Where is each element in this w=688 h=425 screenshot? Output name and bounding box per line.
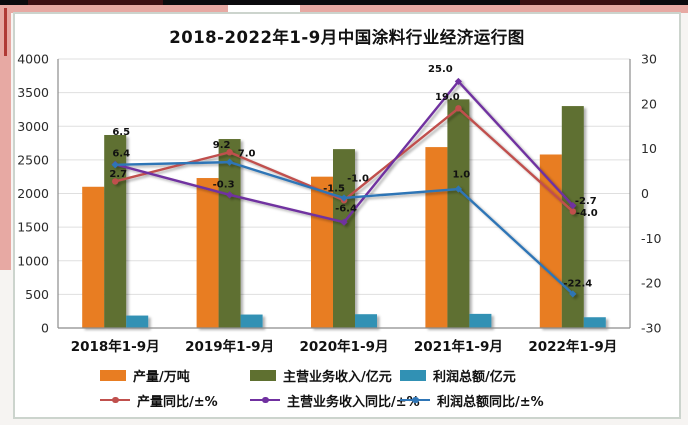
top-black-strip bbox=[0, 0, 688, 5]
profit-yoy-line-swatch bbox=[400, 395, 430, 406]
legend-label: 产量/万吨 bbox=[133, 369, 190, 385]
legend-item-profit: 利润总额/亿元 bbox=[400, 367, 516, 385]
pink-frame-top bbox=[0, 5, 688, 13]
top-accent-right bbox=[520, 0, 640, 5]
pink-frame-notch bbox=[228, 5, 300, 13]
legend-label: 利润总额/亿元 bbox=[433, 369, 516, 385]
legend-item-production: 产量/万吨 bbox=[100, 367, 190, 385]
top-accent-left bbox=[28, 0, 163, 5]
chart-card bbox=[13, 12, 681, 419]
chart-title: 2018-2022年1-9月中国涂料行业经济运行图 bbox=[169, 28, 525, 47]
legend-label: 主营业务收入同比/±% bbox=[287, 394, 420, 410]
legend-label: 主营业务收入/亿元 bbox=[283, 369, 392, 385]
legend-item-profit-yoy: 利润总额同比/±% bbox=[400, 392, 544, 410]
revenue-yoy-line-swatch bbox=[250, 395, 280, 406]
production-bar-swatch bbox=[100, 369, 126, 381]
production-yoy-line-swatch bbox=[100, 395, 130, 406]
legend-label: 利润总额同比/±% bbox=[437, 394, 544, 410]
legend-label: 产量同比/±% bbox=[137, 394, 218, 410]
revenue-bar-swatch bbox=[250, 369, 276, 381]
legend-item-revenue-yoy: 主营业务收入同比/±% bbox=[250, 392, 420, 410]
legend-item-production-yoy: 产量同比/±% bbox=[100, 392, 218, 410]
pink-frame-left bbox=[0, 5, 11, 270]
red-accent-line bbox=[4, 8, 7, 56]
profit-bar-swatch bbox=[400, 369, 426, 381]
legend-item-revenue: 主营业务收入/亿元 bbox=[250, 367, 392, 385]
